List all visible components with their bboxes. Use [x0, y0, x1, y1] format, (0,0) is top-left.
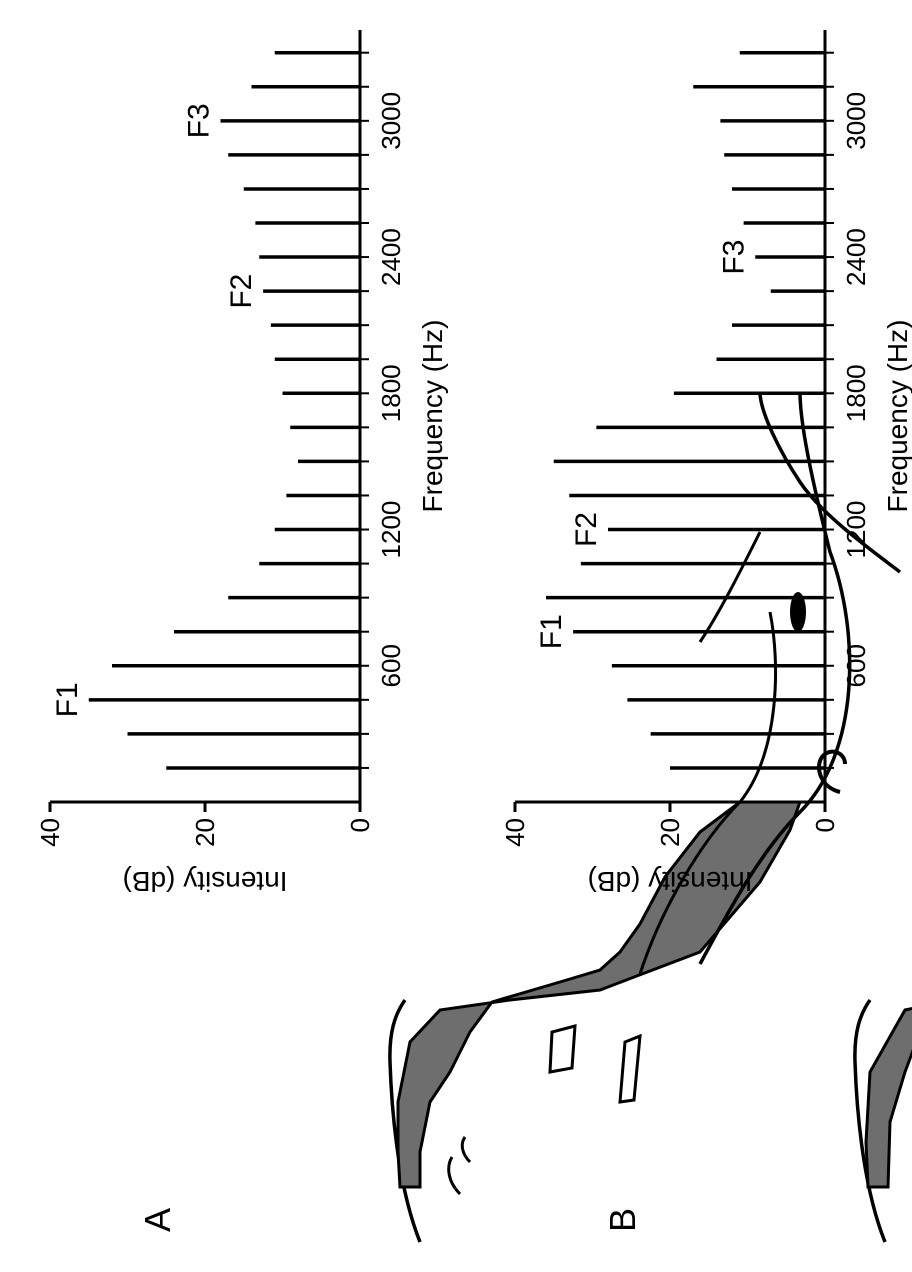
y-tick-label: 40	[35, 818, 65, 847]
vocal-tract-b	[853, 800, 912, 1243]
x-tick-label: 600	[376, 644, 406, 687]
panel-A: A	[137, 391, 902, 1243]
x-tick-label: 3000	[376, 92, 406, 150]
spectrum-chart-b: 600 1200 1800 2400 3000 0 20 40 Frequency (Hz) In…	[500, 30, 912, 897]
formant-label-f3: F3	[717, 240, 750, 275]
y-axis-title: Intensity (dB)	[588, 866, 753, 897]
y-axis-title: Intensity (dB)	[123, 866, 288, 897]
y-tick-label: 20	[190, 818, 220, 847]
x-tick-label: 2400	[376, 228, 406, 286]
x-tick-label: 3000	[841, 92, 871, 150]
x-axis-title: Frequency (Hz)	[417, 320, 448, 513]
y-tick-label: 40	[500, 818, 530, 847]
panel-letter-b: B	[602, 1208, 643, 1232]
spectrum-chart-a: 600 1200 1800 2400 3000 0 20 40 Frequency (Hz) In…	[35, 30, 448, 897]
x-tick-label: 1800	[376, 364, 406, 422]
formant-label-f2: F2	[225, 274, 258, 309]
x-tick-label: 2400	[841, 228, 871, 286]
x-tick-label: 1800	[841, 364, 871, 422]
formant-label-f1: F1	[535, 614, 568, 649]
y-tick-label: 0	[345, 818, 375, 832]
formant-label-f3: F3	[183, 103, 216, 138]
panel-letter-a: A	[137, 1208, 178, 1232]
x-tick-label: 1200	[841, 501, 871, 559]
formant-label-f1: F1	[51, 682, 84, 717]
vocal-tract-a	[388, 391, 902, 1243]
x-tick-label: 600	[841, 644, 871, 687]
y-tick-label: 20	[655, 818, 685, 847]
x-axis-title: Frequency (Hz)	[882, 320, 912, 513]
formant-label-f2: F2	[570, 512, 603, 547]
y-tick-label: 0	[810, 818, 840, 832]
panel-B: B	[602, 800, 912, 1243]
x-tick-label: 1200	[376, 501, 406, 559]
